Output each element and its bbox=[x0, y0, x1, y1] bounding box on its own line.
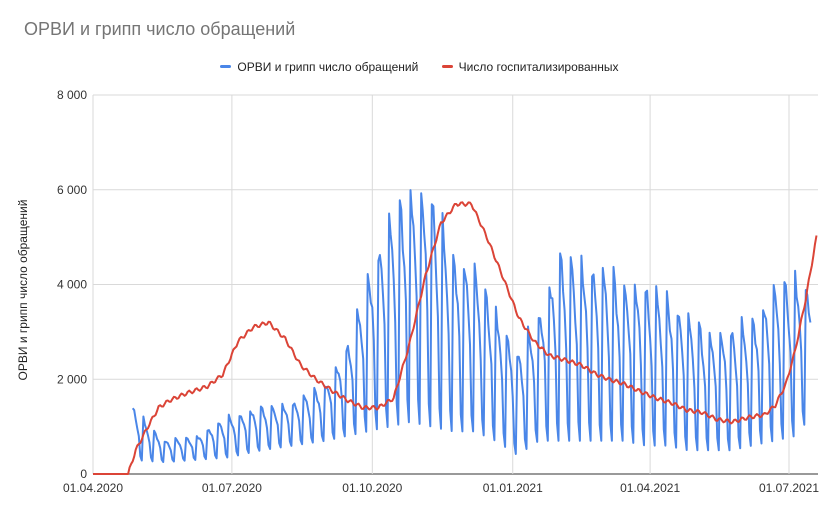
series-line-orvi bbox=[131, 189, 812, 463]
grid bbox=[92, 94, 818, 475]
x-tick-label: 01.01.2021 bbox=[483, 481, 543, 495]
x-tick-label: 01.07.2021 bbox=[759, 481, 819, 495]
axis-ticks: 0 2 000 4 000 6 000 8 000 01.04.2020 01.07.202… bbox=[57, 88, 819, 495]
y-tick-label: 8 000 bbox=[57, 88, 87, 102]
legend-item-hospitalized[interactable]: Число госпитализированных bbox=[441, 59, 619, 74]
x-tick-label: 01.10.2020 bbox=[342, 481, 402, 495]
y-tick-label: 4 000 bbox=[57, 278, 87, 292]
y-tick-label: 6 000 bbox=[57, 183, 87, 197]
legend-label-hospitalized: Число госпитализированных bbox=[458, 59, 619, 74]
x-tick-label: 01.07.2020 bbox=[202, 481, 262, 495]
legend-swatch-orvi bbox=[220, 65, 232, 68]
legend: ОРВИ и грипп число обращений Число госпи… bbox=[0, 57, 839, 74]
x-tick-label: 01.04.2021 bbox=[620, 481, 680, 495]
legend-label-orvi: ОРВИ и грипп число обращений bbox=[237, 59, 419, 74]
legend-swatch-hospitalized bbox=[441, 65, 453, 68]
x-tick-label: 01.04.2020 bbox=[63, 481, 123, 495]
series-layer bbox=[93, 189, 818, 475]
series-line-hospitalized bbox=[93, 201, 818, 475]
legend-item-orvi[interactable]: ОРВИ и грипп число обращений bbox=[220, 60, 418, 74]
y-tick-label: 2 000 bbox=[57, 372, 87, 386]
y-tick-label: 0 bbox=[80, 467, 87, 481]
chart-title: ОРВИ и грипп число обращений bbox=[24, 19, 296, 39]
